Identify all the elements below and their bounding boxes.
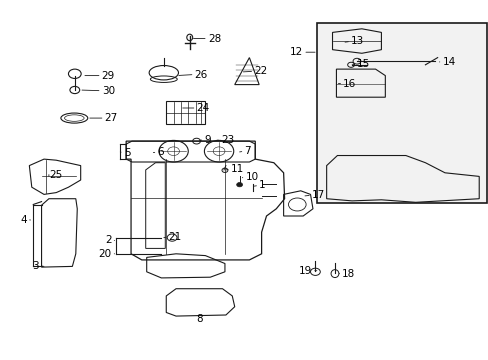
Text: 18: 18 (342, 269, 355, 279)
Text: 17: 17 (311, 190, 325, 200)
Text: 6: 6 (157, 147, 164, 157)
Text: 22: 22 (254, 66, 267, 76)
Text: 9: 9 (204, 135, 211, 145)
Text: 21: 21 (168, 232, 182, 242)
Text: 25: 25 (49, 170, 62, 180)
Text: 4: 4 (20, 215, 27, 225)
Text: 29: 29 (102, 71, 115, 81)
Text: 14: 14 (442, 57, 455, 67)
Text: 16: 16 (343, 78, 356, 89)
Text: 7: 7 (244, 146, 251, 156)
Text: 5: 5 (123, 148, 130, 158)
Text: 26: 26 (194, 69, 207, 80)
Text: 11: 11 (230, 164, 244, 174)
Text: 20: 20 (98, 249, 111, 259)
Text: 8: 8 (196, 314, 203, 324)
Circle shape (236, 183, 242, 187)
Text: 24: 24 (196, 103, 209, 113)
Text: 10: 10 (245, 172, 258, 182)
Text: 1: 1 (259, 180, 265, 190)
Text: 28: 28 (207, 33, 221, 44)
Bar (316, 23, 486, 203)
Text: 2: 2 (104, 235, 111, 246)
Text: 19: 19 (298, 266, 311, 276)
Text: 27: 27 (104, 113, 118, 123)
Text: 23: 23 (221, 135, 234, 145)
Text: 15: 15 (356, 59, 369, 69)
Text: 13: 13 (350, 36, 364, 46)
Text: 12: 12 (289, 47, 303, 57)
Text: 3: 3 (32, 261, 39, 271)
Text: 30: 30 (102, 86, 115, 96)
